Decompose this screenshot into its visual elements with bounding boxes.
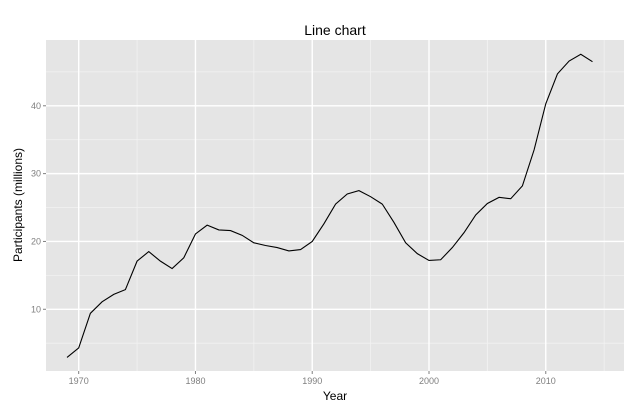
major-gridlines: [46, 40, 624, 371]
y-axis-title: Participants (millions): [11, 148, 25, 262]
y-axis-ticks: 10 20 30 40: [31, 101, 46, 314]
y-tick-label: 10: [31, 304, 41, 314]
x-axis-ticks: 1970 1980 1990 2000 2010: [69, 371, 556, 386]
series-line: [66, 53, 593, 358]
x-tick-label: 2010: [536, 376, 556, 386]
x-tick-label: 2000: [419, 376, 439, 386]
x-tick-label: 1990: [302, 376, 322, 386]
x-tick-label: 1970: [69, 376, 89, 386]
chart-title: Line chart: [304, 22, 366, 38]
x-tick-label: 1980: [185, 376, 205, 386]
y-tick-label: 30: [31, 169, 41, 179]
y-tick-label: 40: [31, 101, 41, 111]
y-tick-label: 20: [31, 236, 41, 246]
minor-gridlines: [46, 40, 624, 371]
x-axis-title: Year: [323, 389, 347, 403]
